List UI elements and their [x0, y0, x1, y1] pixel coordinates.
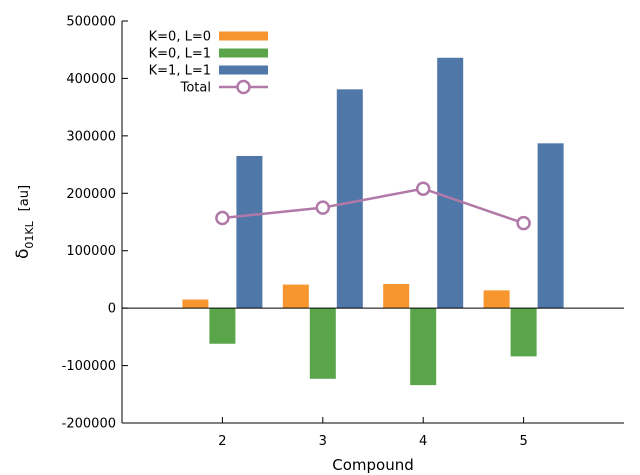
y-tick-label: 300000 — [66, 129, 116, 144]
bar — [236, 155, 263, 309]
y-tick-label: 100000 — [66, 244, 116, 259]
legend-swatch — [219, 31, 268, 41]
x-tick-label: 4 — [419, 434, 427, 449]
legend-label: K=0, L=0 — [149, 30, 211, 45]
y-tick-label: 0 — [108, 302, 116, 317]
bar — [537, 143, 564, 309]
bars-layer — [182, 57, 564, 386]
bar — [282, 284, 309, 309]
y-axis-title-unit: [au] — [17, 185, 32, 211]
bar — [309, 308, 336, 379]
total-point — [516, 215, 531, 231]
y-tick-label: 200000 — [66, 187, 116, 202]
x-tick-label: 5 — [519, 434, 527, 449]
legend-swatch — [219, 48, 268, 58]
legend-label: K=1, L=1 — [149, 64, 211, 79]
bar — [410, 308, 437, 386]
total-line — [222, 187, 525, 225]
bar — [437, 57, 464, 309]
y-axis-title-symbol: δ — [13, 249, 33, 259]
bar — [510, 308, 537, 357]
legend-marker — [236, 79, 251, 95]
bar — [383, 284, 410, 309]
bar — [182, 299, 209, 309]
bar — [209, 308, 236, 344]
legend-swatch — [219, 65, 268, 75]
total-point — [415, 181, 431, 196]
y-axis-title-subscript: 01KL — [23, 220, 36, 248]
y-tick-label: -200000 — [62, 417, 116, 432]
total-point — [215, 210, 230, 226]
y-tick-label: 500000 — [66, 15, 116, 30]
bar — [336, 89, 363, 309]
y-tick-label: -100000 — [62, 359, 116, 374]
x-tick-label: 3 — [319, 434, 327, 449]
legend-label: Total — [180, 81, 211, 96]
axes-layer: -200000 -100000 0 100000 200000 300000 400000 5… — [13, 15, 624, 474]
legend-label: K=0, L=1 — [149, 47, 211, 62]
total-point — [315, 200, 331, 215]
x-tick-label: 2 — [218, 434, 226, 449]
total-line-layer — [215, 181, 531, 231]
x-axis-title: Compound — [332, 456, 414, 474]
legend: K=0, L=0 K=0, L=1 K=1, L=1 Total — [149, 30, 268, 96]
y-tick-label: 400000 — [66, 72, 116, 87]
bar — [483, 290, 510, 309]
y-axis-title: δ01KL [au] — [13, 185, 36, 259]
